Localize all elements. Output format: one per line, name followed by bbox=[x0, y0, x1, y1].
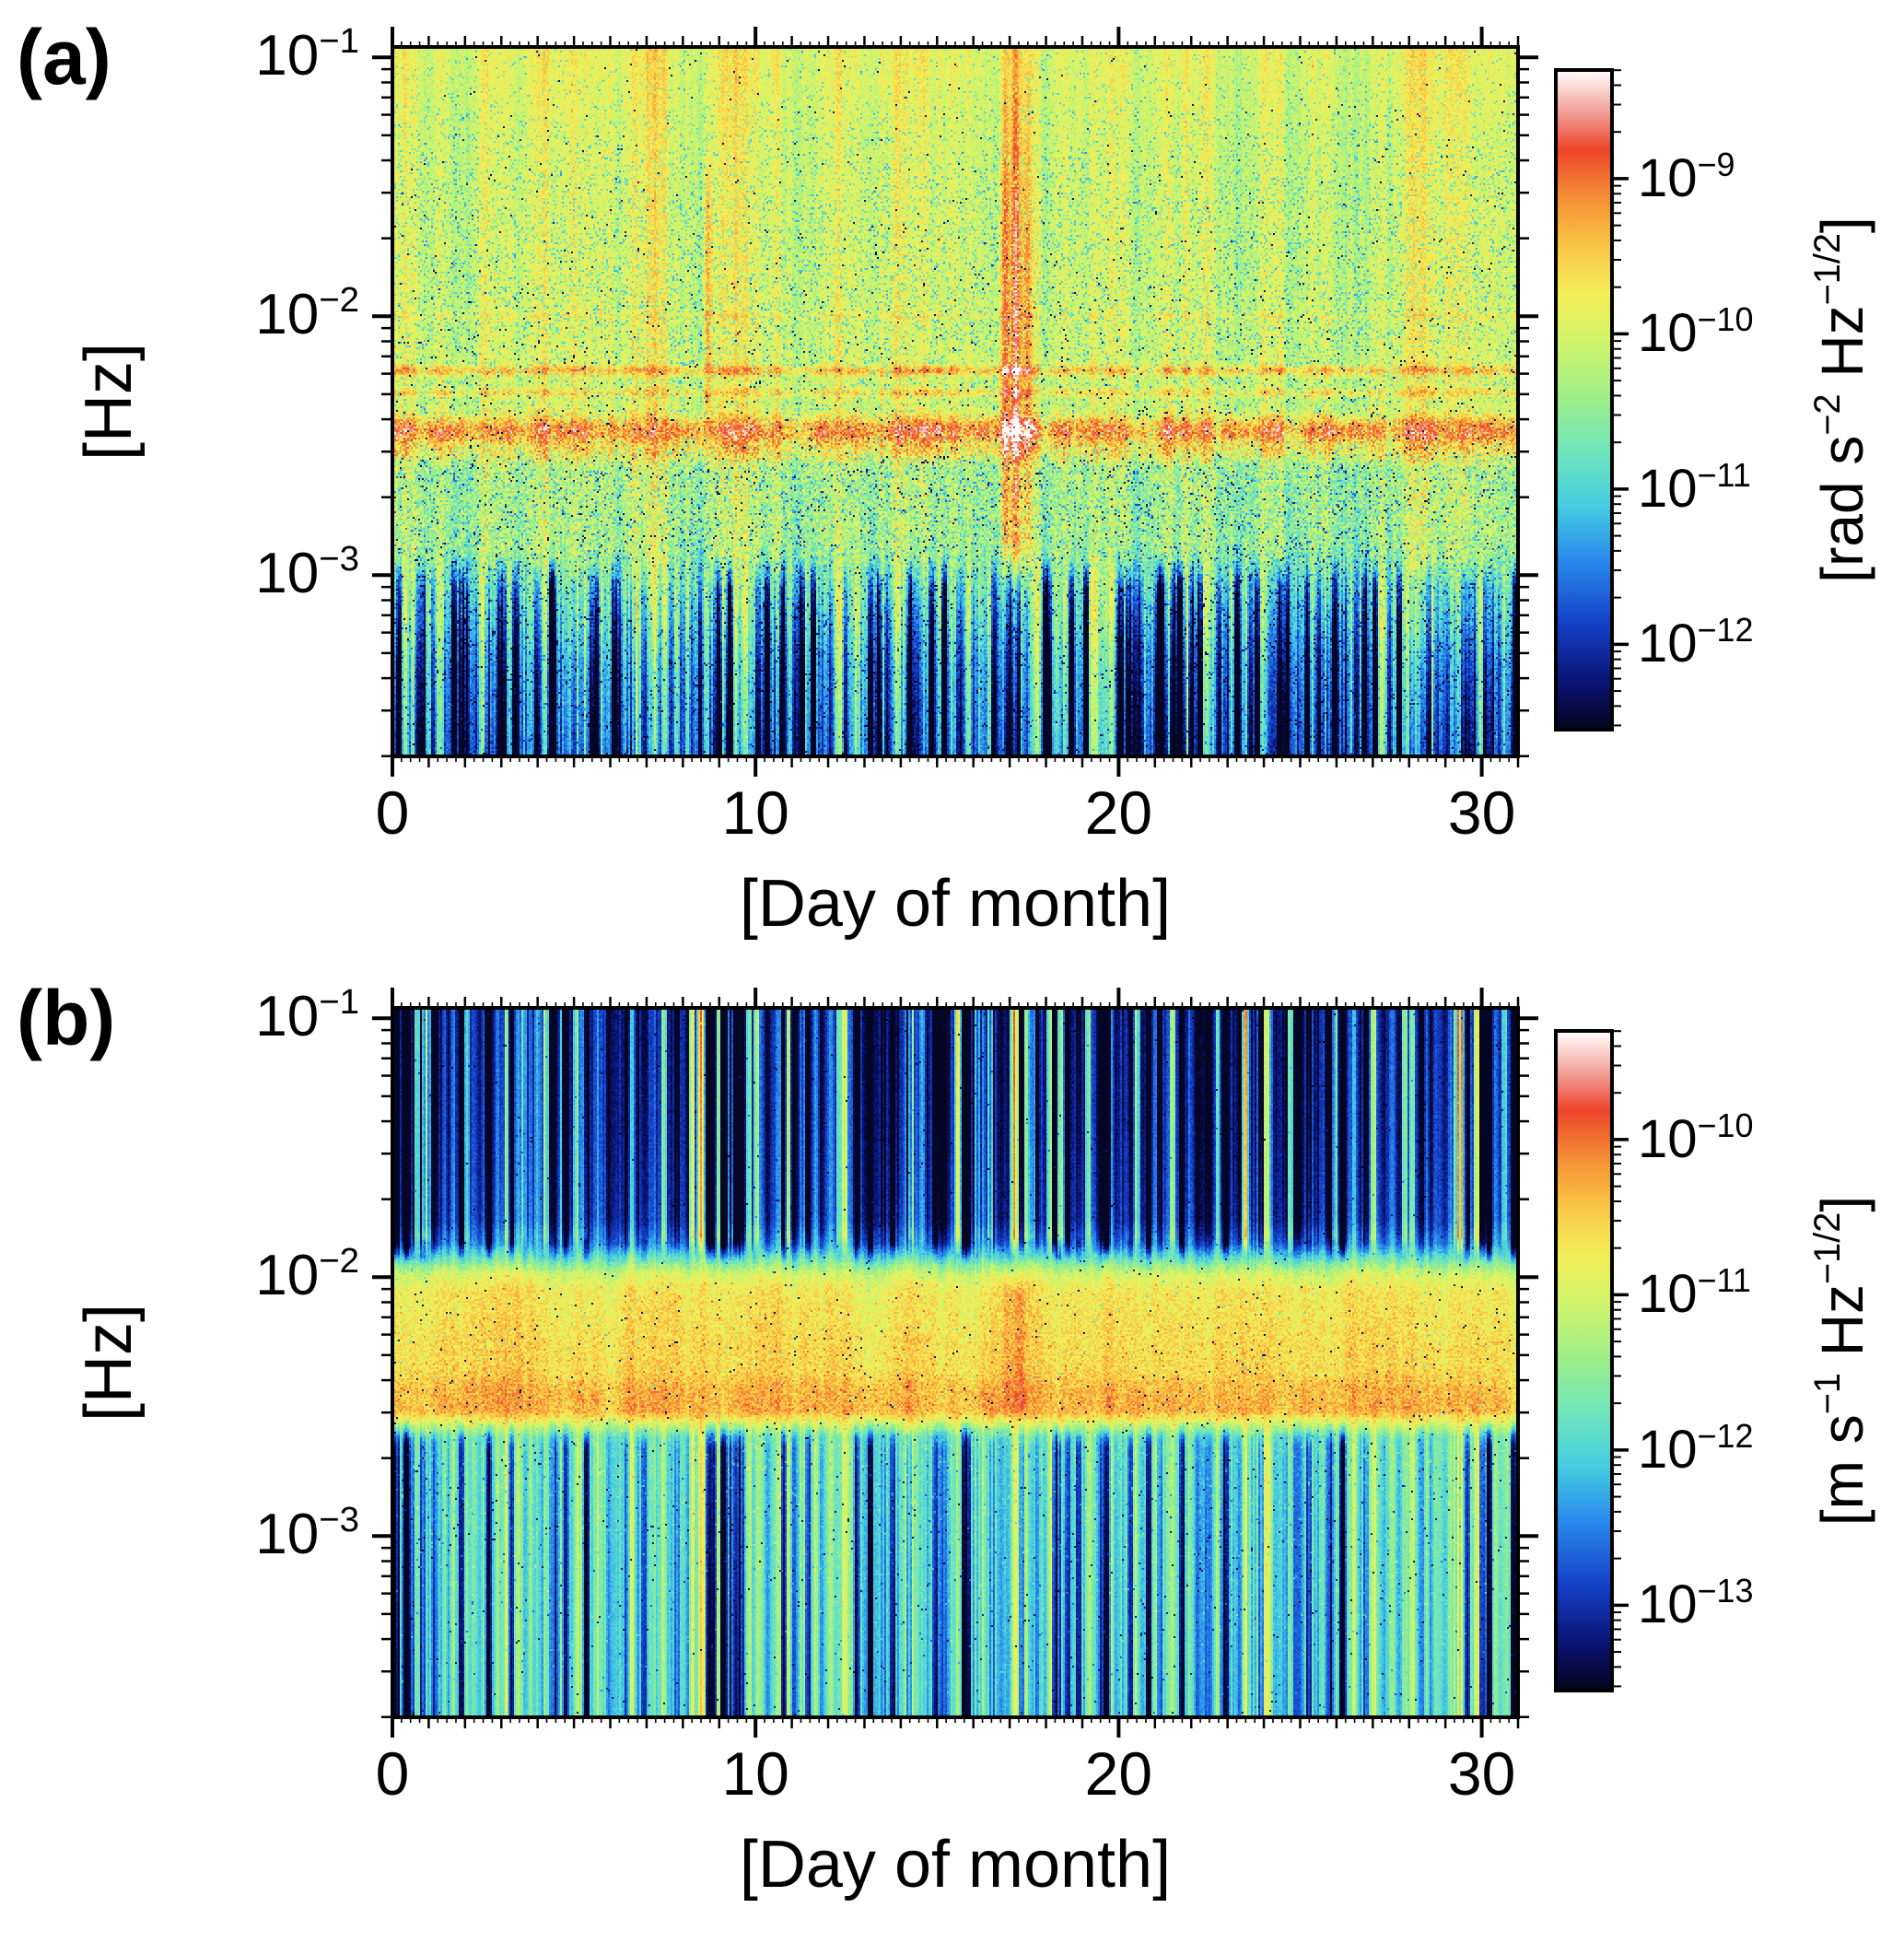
spectrogram-canvas-b bbox=[392, 1008, 1518, 1717]
colorbar-tick-label: 10−11 bbox=[1638, 456, 1751, 529]
y-tick-label: 10−1 bbox=[129, 21, 359, 99]
x-tick-label: 20 bbox=[1084, 778, 1153, 847]
colorbar-tick-label: 10−10 bbox=[1638, 1106, 1754, 1179]
colorbar-gradient-a bbox=[1556, 70, 1612, 730]
x-tick-label: 30 bbox=[1447, 1739, 1516, 1808]
colorbar-tick-label: 10−11 bbox=[1638, 1261, 1751, 1334]
tick-exp: −11 bbox=[1697, 1261, 1751, 1300]
tick-exp: −1 bbox=[319, 21, 359, 62]
x-tick-label: 30 bbox=[1447, 778, 1516, 847]
y-tick-label: 10−2 bbox=[129, 280, 359, 357]
x-axis-label-b: [Day of month] bbox=[739, 1828, 1172, 1902]
y-tick-label: 10−2 bbox=[129, 1241, 359, 1318]
y-axis-label-b: [Hz] bbox=[72, 1303, 146, 1422]
tick-base: 10 bbox=[255, 985, 320, 1049]
x-tick-label: 10 bbox=[721, 1739, 789, 1808]
tick-base: 10 bbox=[255, 283, 320, 347]
x-tick-label: 10 bbox=[721, 778, 789, 847]
colorbar-gradient-b bbox=[1556, 1031, 1612, 1691]
colorbar-unit-label-b: [m s−1 Hz−1/2] bbox=[1807, 1195, 1875, 1527]
tick-base: 10 bbox=[255, 1503, 320, 1567]
tick-base: 10 bbox=[1638, 147, 1698, 208]
tick-exp: −11 bbox=[1697, 455, 1751, 494]
tick-base: 10 bbox=[1638, 303, 1698, 364]
tick-base: 10 bbox=[1638, 1264, 1698, 1325]
x-tick-label: 20 bbox=[1084, 1739, 1153, 1808]
tick-exp: −13 bbox=[1697, 1572, 1754, 1610]
panel-b: (b) [Hz] 10−1 10−2 10−3 0 10 20 30 [Day … bbox=[0, 961, 1904, 1922]
tick-exp: −1 bbox=[319, 982, 359, 1023]
tick-base: 10 bbox=[255, 542, 320, 606]
tick-exp: −10 bbox=[1697, 300, 1754, 339]
colorbar-tick-label: 10−10 bbox=[1638, 300, 1754, 373]
colorbar-tick-label: 10−12 bbox=[1638, 1417, 1754, 1490]
tick-base: 10 bbox=[1638, 614, 1698, 674]
x-tick-label: 0 bbox=[375, 1739, 410, 1808]
tick-base: 10 bbox=[1638, 1419, 1698, 1480]
panel-label-b: (b) bbox=[17, 975, 116, 1061]
tick-base: 10 bbox=[1638, 1574, 1698, 1635]
y-tick-label: 10−1 bbox=[129, 982, 359, 1059]
tick-exp: −3 bbox=[319, 539, 359, 579]
colorbar-tick-label: 10−13 bbox=[1638, 1572, 1754, 1645]
axes-and-ticks-a bbox=[372, 27, 1629, 777]
tick-exp: −2 bbox=[319, 280, 359, 321]
tick-exp: −3 bbox=[319, 1500, 359, 1540]
x-axis-label-a: [Day of month] bbox=[739, 867, 1172, 941]
axes-and-ticks-b bbox=[372, 988, 1629, 1738]
y-tick-label: 10−3 bbox=[129, 539, 359, 616]
x-tick-label: 0 bbox=[375, 778, 410, 847]
tick-exp: −12 bbox=[1697, 611, 1754, 650]
tick-base: 10 bbox=[255, 1244, 320, 1308]
tick-base: 10 bbox=[1638, 458, 1698, 519]
tick-exp: −10 bbox=[1697, 1106, 1754, 1144]
colorbar-tick-label: 10−9 bbox=[1638, 146, 1735, 218]
tick-base: 10 bbox=[1638, 1108, 1698, 1169]
tick-exp: −12 bbox=[1697, 1416, 1754, 1455]
tick-exp: −2 bbox=[319, 1241, 359, 1282]
tick-exp: −9 bbox=[1697, 145, 1735, 183]
spectrogram-canvas-a bbox=[392, 47, 1518, 756]
panel-label-a: (a) bbox=[17, 14, 111, 100]
panel-a: (a) [Hz] 10−1 10−2 10−3 0 10 20 30 [Day … bbox=[0, 0, 1904, 961]
y-tick-label: 10−3 bbox=[129, 1500, 359, 1577]
colorbar-unit-label-a: [rad s−2 Hz−1/2] bbox=[1807, 217, 1875, 583]
tick-base: 10 bbox=[255, 24, 320, 88]
y-axis-label-a: [Hz] bbox=[72, 342, 146, 462]
colorbar-tick-label: 10−12 bbox=[1638, 611, 1754, 684]
